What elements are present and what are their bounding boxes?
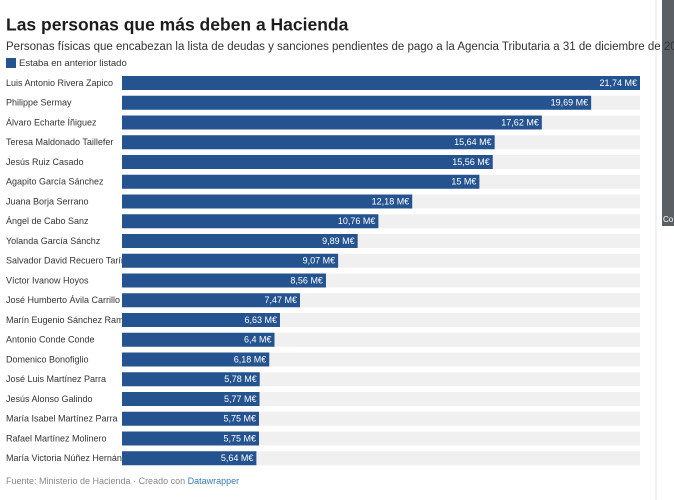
category-label: Antonio Conde Conde bbox=[6, 335, 95, 345]
category-label: Marín Eugenio Sánchez Ramade bbox=[6, 315, 139, 325]
category-label: Álvaro Echarte Íñiguez bbox=[6, 117, 97, 127]
source: Fuente: Ministerio de Hacienda · Creado … bbox=[6, 476, 239, 486]
bar bbox=[122, 451, 257, 466]
chart-title: Las personas que más deben a Hacienda bbox=[6, 15, 349, 35]
value-label: 15 M€ bbox=[451, 177, 476, 187]
bar bbox=[122, 293, 300, 308]
value-label: 9,07 M€ bbox=[303, 256, 336, 266]
sidebar-image bbox=[662, 0, 674, 226]
value-label: 12,18 M€ bbox=[372, 196, 410, 206]
value-label: 6,63 M€ bbox=[244, 315, 277, 325]
category-label: Víctor Ivanow Hoyos bbox=[6, 275, 89, 285]
value-label: 6,4 M€ bbox=[244, 335, 272, 345]
value-label: 5,75 M€ bbox=[223, 433, 256, 443]
bar bbox=[122, 352, 270, 367]
value-label: 6,18 M€ bbox=[234, 354, 267, 364]
bar bbox=[122, 313, 280, 327]
category-label: Domenico Bonofiglio bbox=[6, 354, 89, 364]
bar bbox=[122, 174, 480, 189]
category-label: Juana Borja Serrano bbox=[6, 196, 89, 206]
bar bbox=[122, 234, 358, 248]
category-label: Ángel de Cabo Sanz bbox=[6, 216, 89, 226]
value-label: 5,77 M€ bbox=[224, 394, 257, 404]
bar bbox=[122, 332, 275, 347]
category-label: María Victoria Núñez Hernández bbox=[6, 453, 137, 463]
category-label: Rafael Martínez Molinero bbox=[6, 433, 107, 443]
value-label: 5,75 M€ bbox=[223, 414, 256, 424]
bar bbox=[122, 411, 260, 426]
legend-swatch bbox=[6, 58, 16, 68]
bar bbox=[122, 115, 542, 130]
value-label: 9,89 M€ bbox=[322, 236, 355, 246]
bar bbox=[122, 392, 260, 406]
value-label: 8,56 M€ bbox=[290, 275, 323, 285]
category-label: Philippe Sermay bbox=[6, 98, 72, 108]
category-label: Salvador David Recuero Tarín bbox=[6, 256, 126, 266]
value-label: 19,69 M€ bbox=[551, 98, 589, 108]
value-label: 17,62 M€ bbox=[501, 117, 539, 127]
value-label: 10,76 M€ bbox=[338, 216, 376, 226]
category-label: Jesús Ruiz Casado bbox=[6, 157, 84, 167]
value-label: 21,74 M€ bbox=[599, 78, 637, 88]
value-label: 15,64 M€ bbox=[454, 137, 492, 147]
value-label: 15,56 M€ bbox=[452, 157, 490, 167]
bar bbox=[122, 135, 495, 150]
category-label: Jesús Alonso Galindo bbox=[6, 394, 93, 404]
bar bbox=[122, 214, 379, 229]
sidebar-caption: Co bbox=[663, 215, 674, 224]
category-label: José Luis Martínez Parra bbox=[6, 374, 106, 384]
bar bbox=[122, 155, 493, 169]
bar bbox=[122, 273, 326, 288]
bar bbox=[122, 95, 592, 110]
value-label: 7,47 M€ bbox=[264, 295, 297, 305]
bar bbox=[122, 431, 260, 446]
value-label: 5,64 M€ bbox=[221, 453, 254, 463]
category-label: Teresa Maldonado Taillefer bbox=[6, 137, 113, 147]
category-label: Luis Antonio Rivera Zapico bbox=[6, 78, 113, 88]
legend-label: Estaba en anterior listado bbox=[19, 58, 127, 69]
value-label: 5,78 M€ bbox=[224, 374, 257, 384]
category-label: Yolanda García Sánchz bbox=[6, 236, 101, 246]
bar bbox=[122, 253, 339, 268]
category-label: Agapito García Sánchez bbox=[6, 177, 104, 187]
bar bbox=[122, 194, 413, 209]
bar bbox=[122, 76, 640, 90]
category-label: José Humberto Ávila Carrillo bbox=[6, 295, 120, 305]
bar bbox=[122, 372, 260, 387]
source-link[interactable]: Datawrapper bbox=[188, 476, 240, 486]
category-label: María Isabel Martínez Parra bbox=[6, 414, 118, 424]
source-text: Fuente: Ministerio de Hacienda · Creado … bbox=[6, 476, 185, 486]
chart-subtitle: Personas físicas que encabezan la lista … bbox=[6, 41, 674, 53]
